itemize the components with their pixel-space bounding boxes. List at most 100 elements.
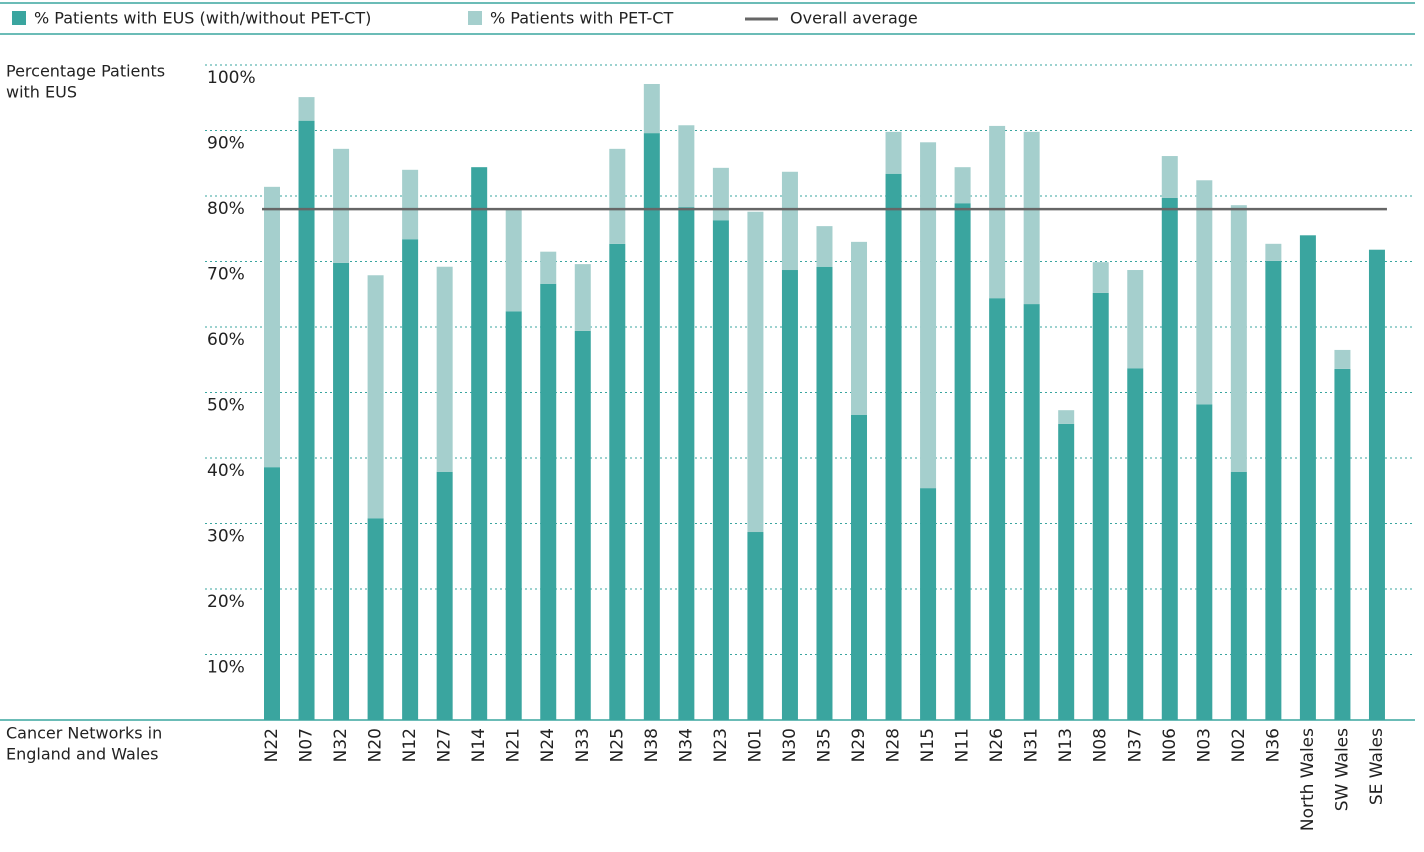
bar-segment: [333, 148, 350, 263]
bar-segment: [678, 125, 695, 208]
bar-segment: [402, 239, 419, 721]
bar-segment: [264, 186, 280, 468]
x-tick-label: N13: [1056, 728, 1076, 762]
x-axis-label: Cancer Networks in: [6, 724, 162, 743]
bar-segment: [609, 243, 626, 720]
bar-segment: [505, 209, 522, 312]
bar-segment: [1058, 423, 1075, 720]
x-tick-label: N33: [573, 728, 593, 762]
bar-segment: [747, 532, 764, 720]
x-tick-label: N28: [884, 728, 904, 762]
legend-swatch: [12, 11, 26, 25]
x-tick-label: N24: [538, 728, 558, 762]
x-tick-label: N07: [297, 728, 317, 762]
bar-segment: [540, 251, 557, 284]
x-tick-label: N12: [400, 728, 420, 762]
bar-segment: [471, 167, 488, 720]
x-tick-label: N22: [262, 728, 282, 762]
bar-segment: [885, 131, 902, 174]
bar-segment: [954, 167, 971, 204]
bar-segment: [747, 211, 764, 533]
y-axis-label: with EUS: [6, 83, 77, 102]
x-tick-label: N02: [1229, 728, 1249, 762]
bar-segment: [1127, 368, 1144, 720]
bar-segment: [678, 207, 695, 720]
bar-segment: [1265, 260, 1282, 720]
x-tick-label: North Wales: [1298, 728, 1318, 831]
x-tick-label: N32: [331, 728, 351, 762]
y-tick-label: 100%: [207, 68, 256, 88]
x-tick-label: N15: [918, 728, 938, 762]
x-tick-label: N06: [1160, 728, 1180, 762]
bar-segment: [816, 226, 833, 267]
legend-label: % Patients with PET-CT: [490, 9, 673, 28]
bar-segment: [781, 171, 798, 271]
bar-segment: [851, 414, 868, 720]
x-tick-label: N31: [1022, 728, 1042, 762]
bar-segment: [436, 471, 453, 720]
bar-segment: [920, 142, 937, 489]
bar-segment: [712, 220, 729, 721]
bar-segment: [1092, 262, 1109, 293]
y-tick-label: 20%: [207, 592, 245, 612]
x-tick-label: N36: [1263, 728, 1283, 762]
bar-segment: [989, 298, 1006, 720]
y-axis-label: Percentage Patients: [6, 62, 165, 81]
bar-segment: [1368, 249, 1385, 720]
bar-segment: [1334, 368, 1351, 720]
x-tick-label: N26: [987, 728, 1007, 762]
bar-segment: [1265, 243, 1282, 261]
bar-segment: [851, 241, 868, 415]
x-tick-label: N25: [607, 728, 627, 762]
y-tick-label: 90%: [207, 134, 245, 154]
y-tick-label: 10%: [207, 658, 245, 678]
x-tick-label: N08: [1091, 728, 1111, 762]
bar-segment: [712, 167, 729, 221]
legend-label: Overall average: [790, 9, 918, 28]
bar-segment: [643, 83, 660, 134]
bar-segment: [954, 203, 971, 720]
bar-segment: [505, 311, 522, 720]
bar-segment: [1058, 410, 1075, 424]
x-tick-label: N01: [745, 728, 765, 762]
x-tick-label: N27: [435, 728, 455, 762]
x-tick-label: N14: [469, 728, 489, 762]
bar-segment: [989, 125, 1006, 299]
x-tick-label: SE Wales: [1367, 728, 1387, 805]
bar-segment: [574, 264, 591, 331]
bar-segment: [609, 148, 626, 244]
bar-segment: [1299, 235, 1316, 721]
bar-segment: [367, 518, 384, 720]
x-tick-label: SW Wales: [1332, 728, 1352, 811]
bar-segment: [436, 266, 453, 472]
bar-segment: [1092, 292, 1109, 720]
bar-segment: [574, 330, 591, 720]
x-tick-label: N03: [1194, 728, 1214, 762]
legend-label: % Patients with EUS (with/without PET-CT…: [34, 9, 371, 28]
bar-segment: [1196, 180, 1213, 405]
bar-segment: [885, 173, 902, 721]
bar-segment: [540, 283, 557, 720]
bar-segment: [1023, 304, 1040, 720]
bar-segment: [298, 97, 315, 121]
bar-segment: [264, 467, 280, 720]
bar-segment: [643, 133, 660, 720]
bar-segment: [1334, 349, 1351, 369]
x-tick-label: N30: [780, 728, 800, 762]
x-tick-label: N37: [1125, 728, 1145, 762]
bar-segment: [298, 120, 315, 721]
x-tick-label: N34: [676, 728, 696, 762]
bar-segment: [1161, 156, 1178, 198]
x-tick-label: N35: [814, 728, 834, 762]
y-tick-label: 80%: [207, 199, 245, 219]
bar-segment: [367, 275, 384, 519]
x-tick-label: N23: [711, 728, 731, 762]
x-tick-label: N20: [366, 728, 386, 762]
bar-segment: [1161, 197, 1178, 721]
bar-segment: [1023, 131, 1040, 305]
bar-segment: [1230, 205, 1247, 472]
x-tick-label: N29: [849, 728, 869, 762]
x-tick-label: N38: [642, 728, 662, 762]
y-tick-label: 40%: [207, 461, 245, 481]
